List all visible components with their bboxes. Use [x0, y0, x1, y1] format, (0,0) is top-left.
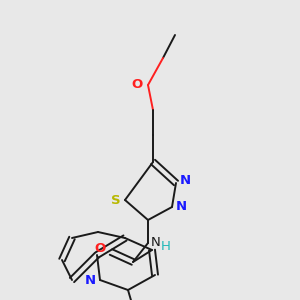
Text: O: O — [132, 79, 143, 92]
Text: S: S — [111, 194, 121, 206]
Text: N: N — [151, 236, 161, 250]
Text: N: N — [180, 173, 191, 187]
Text: O: O — [95, 242, 106, 256]
Text: H: H — [161, 239, 171, 253]
Text: N: N — [176, 200, 187, 214]
Text: N: N — [85, 274, 96, 286]
